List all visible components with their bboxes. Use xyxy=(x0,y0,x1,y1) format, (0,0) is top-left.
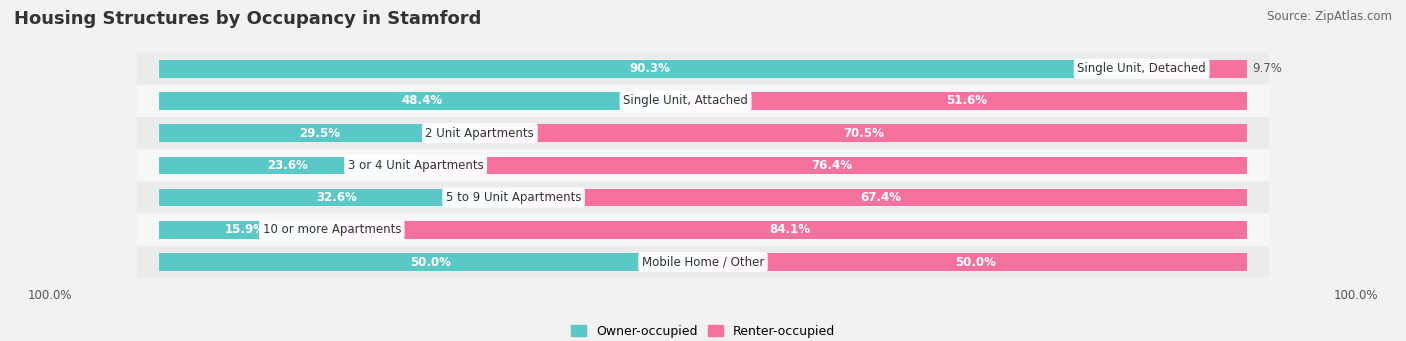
Bar xyxy=(416,157,1247,174)
Text: Single Unit, Attached: Single Unit, Attached xyxy=(623,94,748,107)
Text: Housing Structures by Occupancy in Stamford: Housing Structures by Occupancy in Stamf… xyxy=(14,10,481,28)
Text: 48.4%: 48.4% xyxy=(402,94,443,107)
Text: 23.6%: 23.6% xyxy=(267,159,308,172)
FancyBboxPatch shape xyxy=(159,60,1247,77)
Text: 9.7%: 9.7% xyxy=(1253,62,1282,75)
FancyBboxPatch shape xyxy=(136,246,1270,278)
Bar xyxy=(159,253,703,271)
Text: 2 Unit Apartments: 2 Unit Apartments xyxy=(426,127,534,140)
Bar xyxy=(513,189,1247,207)
Text: 32.6%: 32.6% xyxy=(316,191,357,204)
FancyBboxPatch shape xyxy=(159,189,1247,207)
Bar xyxy=(159,189,513,207)
FancyBboxPatch shape xyxy=(159,157,1247,174)
Bar xyxy=(159,221,332,239)
Bar xyxy=(703,253,1247,271)
FancyBboxPatch shape xyxy=(136,85,1270,117)
Text: 90.3%: 90.3% xyxy=(630,62,671,75)
Bar xyxy=(332,221,1247,239)
FancyBboxPatch shape xyxy=(136,117,1270,149)
Bar xyxy=(159,124,479,142)
Bar xyxy=(159,60,1142,77)
FancyBboxPatch shape xyxy=(159,92,1247,110)
Bar xyxy=(686,92,1247,110)
Text: 76.4%: 76.4% xyxy=(811,159,852,172)
Text: 67.4%: 67.4% xyxy=(860,191,901,204)
FancyBboxPatch shape xyxy=(159,221,1247,239)
Text: 70.5%: 70.5% xyxy=(844,127,884,140)
Text: Source: ZipAtlas.com: Source: ZipAtlas.com xyxy=(1267,10,1392,23)
Bar xyxy=(1142,60,1247,77)
Text: 84.1%: 84.1% xyxy=(769,223,810,236)
FancyBboxPatch shape xyxy=(159,253,1247,271)
Bar xyxy=(479,124,1247,142)
FancyBboxPatch shape xyxy=(136,149,1270,181)
Legend: Owner-occupied, Renter-occupied: Owner-occupied, Renter-occupied xyxy=(567,320,839,341)
FancyBboxPatch shape xyxy=(136,181,1270,214)
Text: 29.5%: 29.5% xyxy=(299,127,340,140)
Text: 50.0%: 50.0% xyxy=(411,256,451,269)
Text: 51.6%: 51.6% xyxy=(946,94,987,107)
FancyBboxPatch shape xyxy=(136,214,1270,246)
Text: Single Unit, Detached: Single Unit, Detached xyxy=(1077,62,1206,75)
FancyBboxPatch shape xyxy=(136,53,1270,85)
Text: 10 or more Apartments: 10 or more Apartments xyxy=(263,223,401,236)
Text: 5 to 9 Unit Apartments: 5 to 9 Unit Apartments xyxy=(446,191,581,204)
Text: 3 or 4 Unit Apartments: 3 or 4 Unit Apartments xyxy=(347,159,484,172)
Text: 50.0%: 50.0% xyxy=(955,256,995,269)
FancyBboxPatch shape xyxy=(159,124,1247,142)
Bar xyxy=(159,92,686,110)
Bar xyxy=(159,157,416,174)
Text: 15.9%: 15.9% xyxy=(225,223,266,236)
Text: Mobile Home / Other: Mobile Home / Other xyxy=(641,256,765,269)
